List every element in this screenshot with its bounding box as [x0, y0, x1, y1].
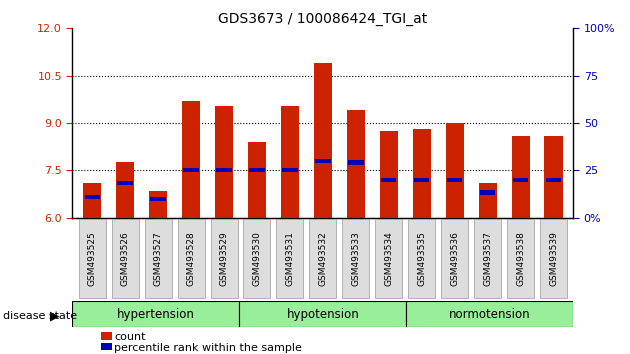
FancyBboxPatch shape: [277, 219, 304, 297]
Bar: [248, 142, 266, 218]
Bar: [282, 168, 297, 172]
Text: GSM493535: GSM493535: [417, 231, 427, 286]
Bar: [546, 178, 561, 182]
Bar: [480, 190, 495, 194]
Text: normotension: normotension: [449, 308, 530, 321]
Bar: [182, 101, 200, 218]
FancyBboxPatch shape: [408, 219, 435, 297]
Bar: [414, 178, 430, 182]
FancyBboxPatch shape: [474, 219, 501, 297]
Bar: [544, 136, 563, 218]
Bar: [381, 178, 396, 182]
Bar: [445, 123, 464, 218]
Bar: [151, 197, 166, 201]
Bar: [346, 110, 365, 218]
Text: hypertension: hypertension: [117, 308, 195, 321]
FancyBboxPatch shape: [178, 219, 205, 297]
Text: GSM493526: GSM493526: [121, 231, 130, 286]
Text: GSM493529: GSM493529: [219, 231, 229, 286]
Text: count: count: [114, 332, 146, 342]
Text: ▶: ▶: [50, 309, 60, 322]
Bar: [149, 191, 167, 218]
FancyBboxPatch shape: [243, 219, 270, 297]
Bar: [348, 160, 364, 165]
Bar: [413, 129, 431, 218]
Text: GSM493539: GSM493539: [549, 231, 558, 286]
FancyBboxPatch shape: [239, 301, 406, 327]
Bar: [117, 181, 133, 185]
FancyBboxPatch shape: [112, 219, 139, 297]
Bar: [513, 178, 529, 182]
Bar: [215, 105, 233, 218]
Bar: [380, 131, 398, 218]
FancyBboxPatch shape: [375, 219, 403, 297]
Bar: [84, 195, 100, 199]
Title: GDS3673 / 100086424_TGI_at: GDS3673 / 100086424_TGI_at: [218, 12, 428, 26]
FancyBboxPatch shape: [441, 219, 468, 297]
Text: GSM493538: GSM493538: [516, 231, 525, 286]
Text: disease state: disease state: [3, 311, 77, 321]
Bar: [314, 63, 332, 218]
FancyBboxPatch shape: [540, 219, 567, 297]
Bar: [315, 159, 331, 163]
Text: GSM493531: GSM493531: [285, 231, 294, 286]
Text: GSM493528: GSM493528: [186, 231, 195, 286]
Bar: [116, 162, 134, 218]
Bar: [512, 136, 530, 218]
Bar: [83, 183, 101, 218]
Bar: [479, 183, 496, 218]
Bar: [249, 168, 265, 172]
Bar: [281, 105, 299, 218]
Text: hypotension: hypotension: [287, 308, 359, 321]
FancyBboxPatch shape: [507, 219, 534, 297]
Bar: [447, 178, 462, 182]
FancyBboxPatch shape: [342, 219, 369, 297]
Bar: [183, 168, 199, 172]
Text: percentile rank within the sample: percentile rank within the sample: [114, 343, 302, 353]
FancyBboxPatch shape: [309, 219, 336, 297]
FancyBboxPatch shape: [145, 219, 171, 297]
Text: GSM493527: GSM493527: [154, 231, 163, 286]
Text: GSM493534: GSM493534: [384, 231, 393, 286]
FancyBboxPatch shape: [79, 219, 106, 297]
Text: GSM493525: GSM493525: [88, 231, 97, 286]
FancyBboxPatch shape: [210, 219, 238, 297]
Bar: [216, 168, 232, 172]
Text: GSM493537: GSM493537: [483, 231, 492, 286]
Text: GSM493533: GSM493533: [352, 231, 360, 286]
FancyBboxPatch shape: [406, 301, 573, 327]
Text: GSM493536: GSM493536: [450, 231, 459, 286]
Text: GSM493532: GSM493532: [318, 231, 328, 286]
Text: GSM493530: GSM493530: [253, 231, 261, 286]
FancyBboxPatch shape: [72, 301, 239, 327]
